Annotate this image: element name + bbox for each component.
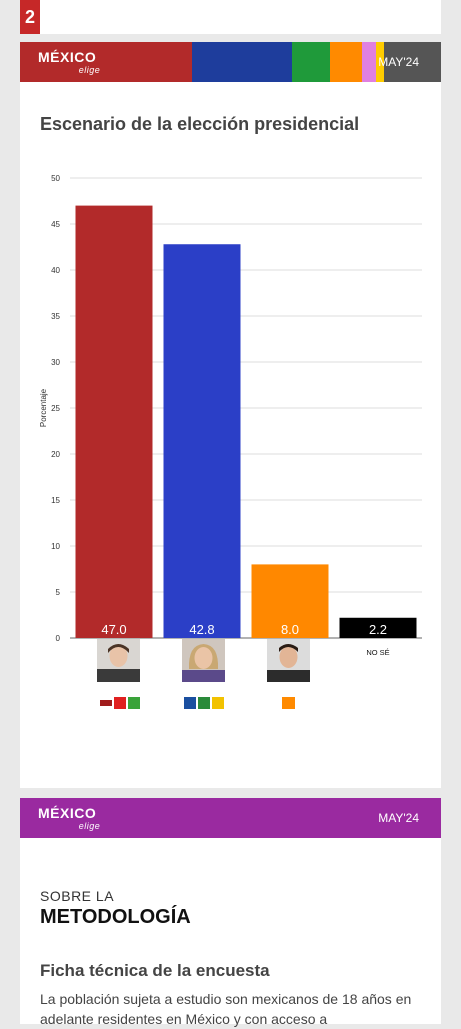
ficha-tecnica-text: La población sujeta a estudio son mexica…	[40, 991, 412, 1027]
banner-segment	[384, 42, 441, 82]
logo-sub: elige	[78, 65, 101, 75]
category-label: NO SÉ	[366, 648, 389, 657]
banner-segment	[330, 42, 362, 82]
y-tick-label: 10	[51, 542, 60, 551]
banner-segment	[20, 798, 441, 838]
y-tick-label: 0	[56, 634, 61, 643]
banner-segment	[376, 42, 384, 82]
y-tick-label: 30	[51, 358, 60, 367]
bar	[75, 205, 153, 638]
mexico-elige-banner: MÉXICO elige MAY'24	[20, 42, 441, 82]
y-tick-label: 5	[56, 588, 61, 597]
alvarez-avatar	[267, 639, 310, 682]
banner-date: MAY'24	[378, 811, 419, 825]
ficha-tecnica-title: Ficha técnica de la encuesta	[40, 961, 270, 980]
sheinbaum-avatar	[97, 639, 140, 682]
y-tick-label: 20	[51, 450, 60, 459]
methodology-card: MÉXICO elige MAY'24 SOBRE LA METODOLOGÍA…	[20, 798, 441, 1027]
y-tick-label: 15	[51, 496, 60, 505]
bar-value-label: 47.0	[101, 622, 126, 637]
logo-main: MÉXICO	[38, 49, 97, 65]
mexico-elige-logo: MÉXICO elige	[38, 805, 100, 833]
previous-card	[20, 0, 441, 34]
y-tick-label: 35	[51, 312, 60, 321]
y-axis-label: Porcentaje	[39, 388, 48, 427]
banner-segment	[20, 42, 192, 82]
bar-value-label: 2.2	[369, 622, 387, 637]
chart-card: MÉXICO elige MAY'24 Escenario de la elec…	[20, 42, 441, 788]
bar-value-label: 8.0	[281, 622, 299, 637]
bar	[163, 244, 241, 638]
bar	[251, 564, 329, 638]
chart-title: Escenario de la elección presidencial	[40, 114, 360, 134]
banner-segment	[292, 42, 330, 82]
bar	[339, 617, 417, 638]
banner-segment	[362, 42, 376, 82]
y-tick-label: 40	[51, 266, 60, 275]
methodology-kicker: SOBRE LA	[40, 888, 115, 904]
morena-pt-pvem-logos	[100, 696, 140, 709]
bar-chart: 05101520253035404550Porcentaje47.0SHEINB…	[39, 174, 422, 657]
logo-main: MÉXICO	[38, 805, 97, 821]
banner-segment	[192, 42, 292, 82]
logo-sub: elige	[78, 821, 101, 831]
previous-card-tab: 2	[20, 0, 40, 34]
methodology-banner: MÉXICO elige MAY'24	[20, 798, 441, 838]
pan-pri-prd-logos	[184, 696, 224, 709]
banner-date: MAY'24	[378, 55, 419, 69]
y-tick-label: 25	[51, 404, 60, 413]
mc-logo	[282, 696, 295, 709]
y-tick-label: 45	[51, 220, 60, 229]
methodology-heading: METODOLOGÍA	[40, 906, 191, 928]
galvez-avatar	[182, 639, 225, 682]
bar-value-label: 42.8	[189, 622, 214, 637]
mexico-elige-logo: MÉXICO elige	[38, 49, 100, 77]
y-tick-label: 50	[51, 174, 60, 183]
